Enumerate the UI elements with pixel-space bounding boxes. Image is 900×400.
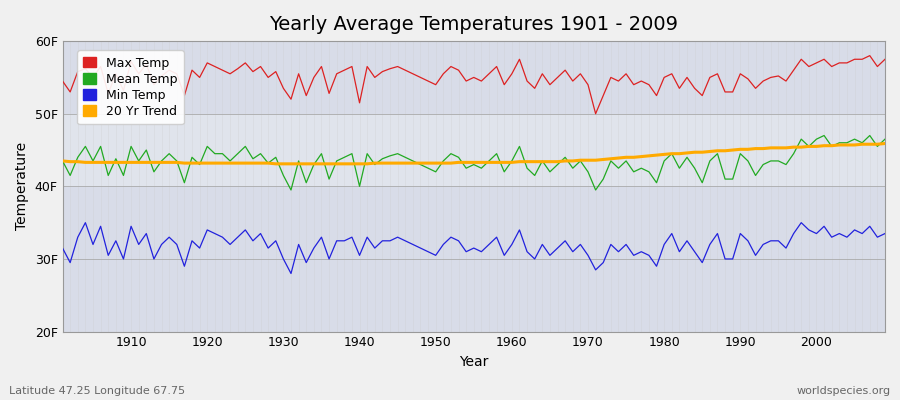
Text: Latitude 47.25 Longitude 67.75: Latitude 47.25 Longitude 67.75 [9,386,185,396]
Title: Yearly Average Temperatures 1901 - 2009: Yearly Average Temperatures 1901 - 2009 [269,15,679,34]
Bar [62,41,885,114]
Text: worldspecies.org: worldspecies.org [796,386,891,396]
Bar [62,186,885,332]
Bar [62,114,885,186]
Y-axis label: Temperature: Temperature [15,142,29,230]
Legend: Max Temp, Mean Temp, Min Temp, 20 Yr Trend: Max Temp, Mean Temp, Min Temp, 20 Yr Tre… [77,50,184,124]
X-axis label: Year: Year [459,355,489,369]
